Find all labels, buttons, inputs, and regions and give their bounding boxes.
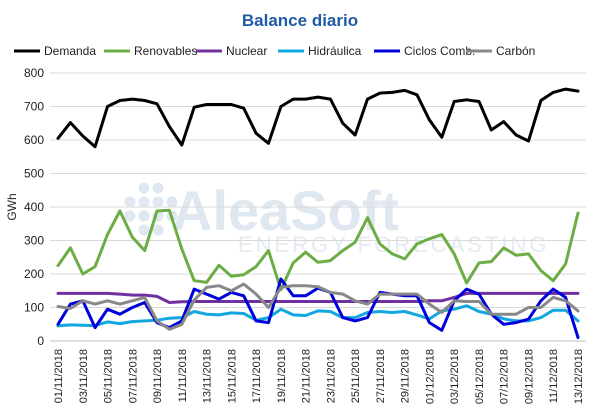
y-tick-label: 600 xyxy=(24,133,44,147)
series-line-demanda xyxy=(56,87,580,149)
x-tick-label: 01/12/2018 xyxy=(424,349,436,404)
watermark-dot xyxy=(152,182,164,194)
legend-label: Renovables xyxy=(134,44,197,58)
x-tick-label: 09/12/2018 xyxy=(523,349,535,404)
x-tick-label: 09/11/2018 xyxy=(152,349,164,403)
y-tick-label: 200 xyxy=(24,267,44,281)
legend-label: Ciclos Comb. xyxy=(404,44,475,58)
chart-title: Balance diario xyxy=(242,11,358,30)
x-tick-label: 17/11/2018 xyxy=(251,349,263,403)
watermark-dot xyxy=(152,196,164,208)
watermark-dot xyxy=(166,196,178,208)
legend-label: Demanda xyxy=(44,44,96,58)
y-tick-label: 400 xyxy=(24,200,44,214)
watermark-dot xyxy=(138,210,150,222)
legend-item: Hidráulica xyxy=(278,44,362,58)
x-tick-label: 25/11/2018 xyxy=(350,349,362,403)
series-group xyxy=(56,87,580,340)
legend-label: Hidráulica xyxy=(308,44,362,58)
watermark-dot xyxy=(138,196,150,208)
x-tick-label: 07/12/2018 xyxy=(499,349,511,404)
legend-label: Nuclear xyxy=(226,44,267,58)
gridlines xyxy=(50,72,586,342)
x-axis: 01/11/2018 03/11/2018 05/11/2018 07/11/2018… xyxy=(53,349,585,404)
x-tick-label: 11/11/2018 xyxy=(177,349,189,402)
x-tick-label: 23/11/2018 xyxy=(325,349,337,403)
y-tick-label: 0 xyxy=(37,334,44,348)
y-tick-label: 100 xyxy=(24,301,44,315)
y-axis: 0 100 200 300 400 500 600 700 800 xyxy=(24,66,44,348)
x-tick-label: 11/12/2018 xyxy=(548,349,560,403)
x-tick-label: 03/11/2018 xyxy=(78,349,90,403)
x-tick-label: 05/12/2018 xyxy=(474,349,486,404)
x-tick-label: 05/11/2018 xyxy=(103,349,115,403)
x-tick-label: 19/11/2018 xyxy=(276,349,288,403)
x-tick-label: 15/11/2018 xyxy=(226,349,238,403)
y-axis-label: GWh xyxy=(5,193,19,220)
y-tick-label: 300 xyxy=(24,234,44,248)
legend-item: Demanda xyxy=(14,44,96,58)
watermark-dot xyxy=(124,196,136,208)
watermark-dot xyxy=(138,182,150,194)
x-tick-label: 13/11/2018 xyxy=(202,349,214,403)
legend-item: Carbón xyxy=(466,44,535,58)
x-tick-label: 03/12/2018 xyxy=(449,349,461,404)
legend-item: Nuclear xyxy=(196,44,267,58)
series-line-renovables xyxy=(56,208,580,292)
watermark-dot xyxy=(152,224,164,236)
x-tick-label: 27/11/2018 xyxy=(375,349,387,403)
legend-label: Carbón xyxy=(496,44,535,58)
x-tick-label: 29/11/2018 xyxy=(400,349,412,403)
watermark-dot xyxy=(124,210,136,222)
legend: Demanda Renovables Nuclear Hidráulica Ciclos… xyxy=(14,44,535,58)
legend-item: Renovables xyxy=(104,44,197,58)
series-line-nuclear xyxy=(56,291,580,304)
x-tick-label: 13/12/2018 xyxy=(573,349,585,404)
x-tick-label: 21/11/2018 xyxy=(301,349,313,403)
series-line-carb-n xyxy=(56,282,580,331)
watermark-dot xyxy=(138,224,150,236)
y-tick-label: 500 xyxy=(24,167,44,181)
legend-item: Ciclos Comb. xyxy=(374,44,475,58)
x-tick-label: 01/11/2018 xyxy=(53,349,65,403)
y-tick-label: 800 xyxy=(24,66,44,80)
y-tick-label: 700 xyxy=(24,100,44,114)
x-tick-label: 07/11/2018 xyxy=(127,349,139,403)
